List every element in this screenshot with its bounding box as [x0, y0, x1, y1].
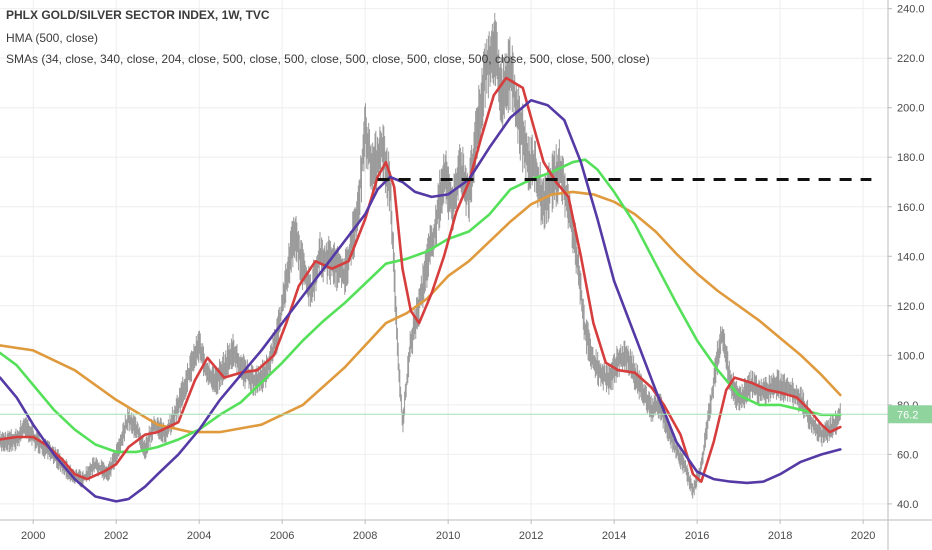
- sma-indicator-label: SMAs (34, close, 340, close, 204, close,…: [6, 52, 650, 66]
- y-tick-label: 140.0: [897, 251, 925, 263]
- x-ticks: 2000 2002 2004 2006 2008 2010 2012 2014 2016 2018…: [21, 520, 875, 542]
- moving-average-line-2: [0, 158, 842, 454]
- chart-title: PHLX GOLD/SILVER SECTOR INDEX, 1W, TVC: [6, 8, 270, 22]
- y-tick-label: 40.0: [897, 499, 918, 511]
- y-tick-label: 60.0: [897, 449, 918, 461]
- moving-average-line-1: [0, 190, 842, 434]
- last-price-label: 76.2: [897, 409, 918, 421]
- y-tick-label: 120.0: [897, 301, 925, 313]
- y-tick-label: 160.0: [897, 202, 925, 214]
- x-tick-label: 2006: [270, 530, 294, 542]
- x-tick-label: 2008: [353, 530, 377, 542]
- y-tick-label: 180.0: [897, 152, 925, 164]
- price-series: [0, 12, 841, 499]
- y-tick-label: 100.0: [897, 350, 925, 362]
- x-tick-label: 2010: [436, 530, 460, 542]
- last-price-badge: [888, 405, 932, 424]
- last-price-marker: 76.2: [888, 405, 932, 424]
- annotations: [0, 178, 888, 415]
- x-tick-label: 2018: [768, 530, 792, 542]
- y-tick-label: 220.0: [897, 53, 925, 65]
- x-tick-label: 2004: [187, 530, 211, 542]
- y-tick-label: 200.0: [897, 103, 925, 115]
- x-tick-label: 2014: [602, 530, 626, 542]
- moving-average-line-3: [0, 76, 842, 483]
- x-tick-label: 2002: [104, 530, 128, 542]
- moving-averages: [0, 76, 842, 503]
- x-tick-label: 2000: [21, 530, 45, 542]
- y-tick-label: 240.0: [897, 4, 925, 16]
- moving-average-line-4: [0, 99, 842, 503]
- x-tick-label: 2012: [519, 530, 543, 542]
- x-tick-label: 2020: [851, 530, 875, 542]
- x-tick-label: 2016: [685, 530, 709, 542]
- hma-indicator-label: HMA (500, close): [6, 31, 99, 45]
- y-ticks: 40.060.080.0100.0120.0140.0160.0180.0200…: [888, 4, 925, 511]
